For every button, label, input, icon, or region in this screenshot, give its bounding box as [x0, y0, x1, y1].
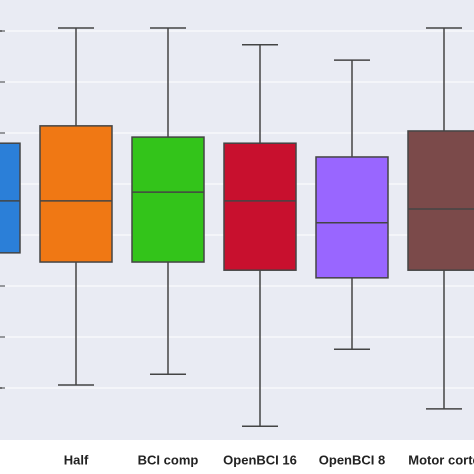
box: [223, 142, 297, 271]
box: [315, 156, 389, 279]
x-tick-label: BCI comp: [138, 452, 199, 467]
box: [407, 130, 474, 271]
box: [39, 125, 113, 263]
box: [131, 136, 205, 263]
x-tick-label: Motor corte: [408, 452, 474, 467]
box: [0, 142, 21, 254]
x-tick-label: OpenBCI 8: [319, 452, 385, 467]
x-tick-label: OpenBCI 16: [223, 452, 297, 467]
x-tick-label: Half: [64, 452, 89, 467]
